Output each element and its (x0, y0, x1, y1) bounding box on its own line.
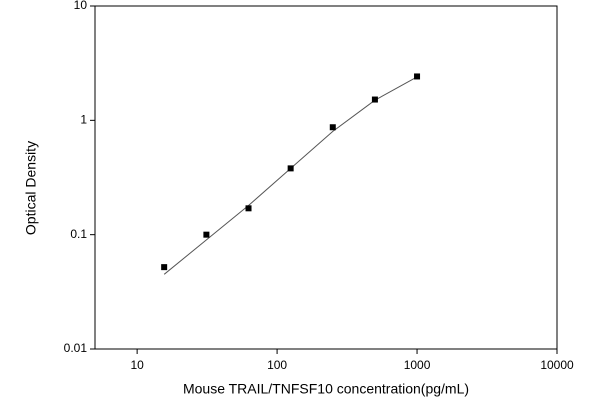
fit-curve (163, 76, 418, 275)
x-axis-title: Mouse TRAIL/TNFSF10 concentration(pg/mL) (183, 381, 469, 397)
plot-frame (94, 5, 558, 350)
data-point (414, 73, 421, 80)
data-point (287, 165, 294, 172)
x-tick-label: 10 (130, 358, 144, 372)
y-tick-label: 0.1 (70, 227, 87, 241)
data-point (203, 231, 210, 238)
y-tick-label: 1 (80, 113, 87, 127)
data-point (245, 205, 252, 212)
data-point (371, 96, 378, 103)
x-tick-label: 100 (267, 358, 287, 372)
x-tick-label: 1000 (404, 358, 431, 372)
y-tick-label: 0.01 (64, 341, 88, 355)
x-tick-label: 10000 (540, 358, 574, 372)
y-tick-label: 10 (74, 0, 88, 12)
y-axis-title: Optical Density (23, 141, 39, 235)
data-point (161, 264, 168, 271)
data-point (329, 124, 336, 131)
